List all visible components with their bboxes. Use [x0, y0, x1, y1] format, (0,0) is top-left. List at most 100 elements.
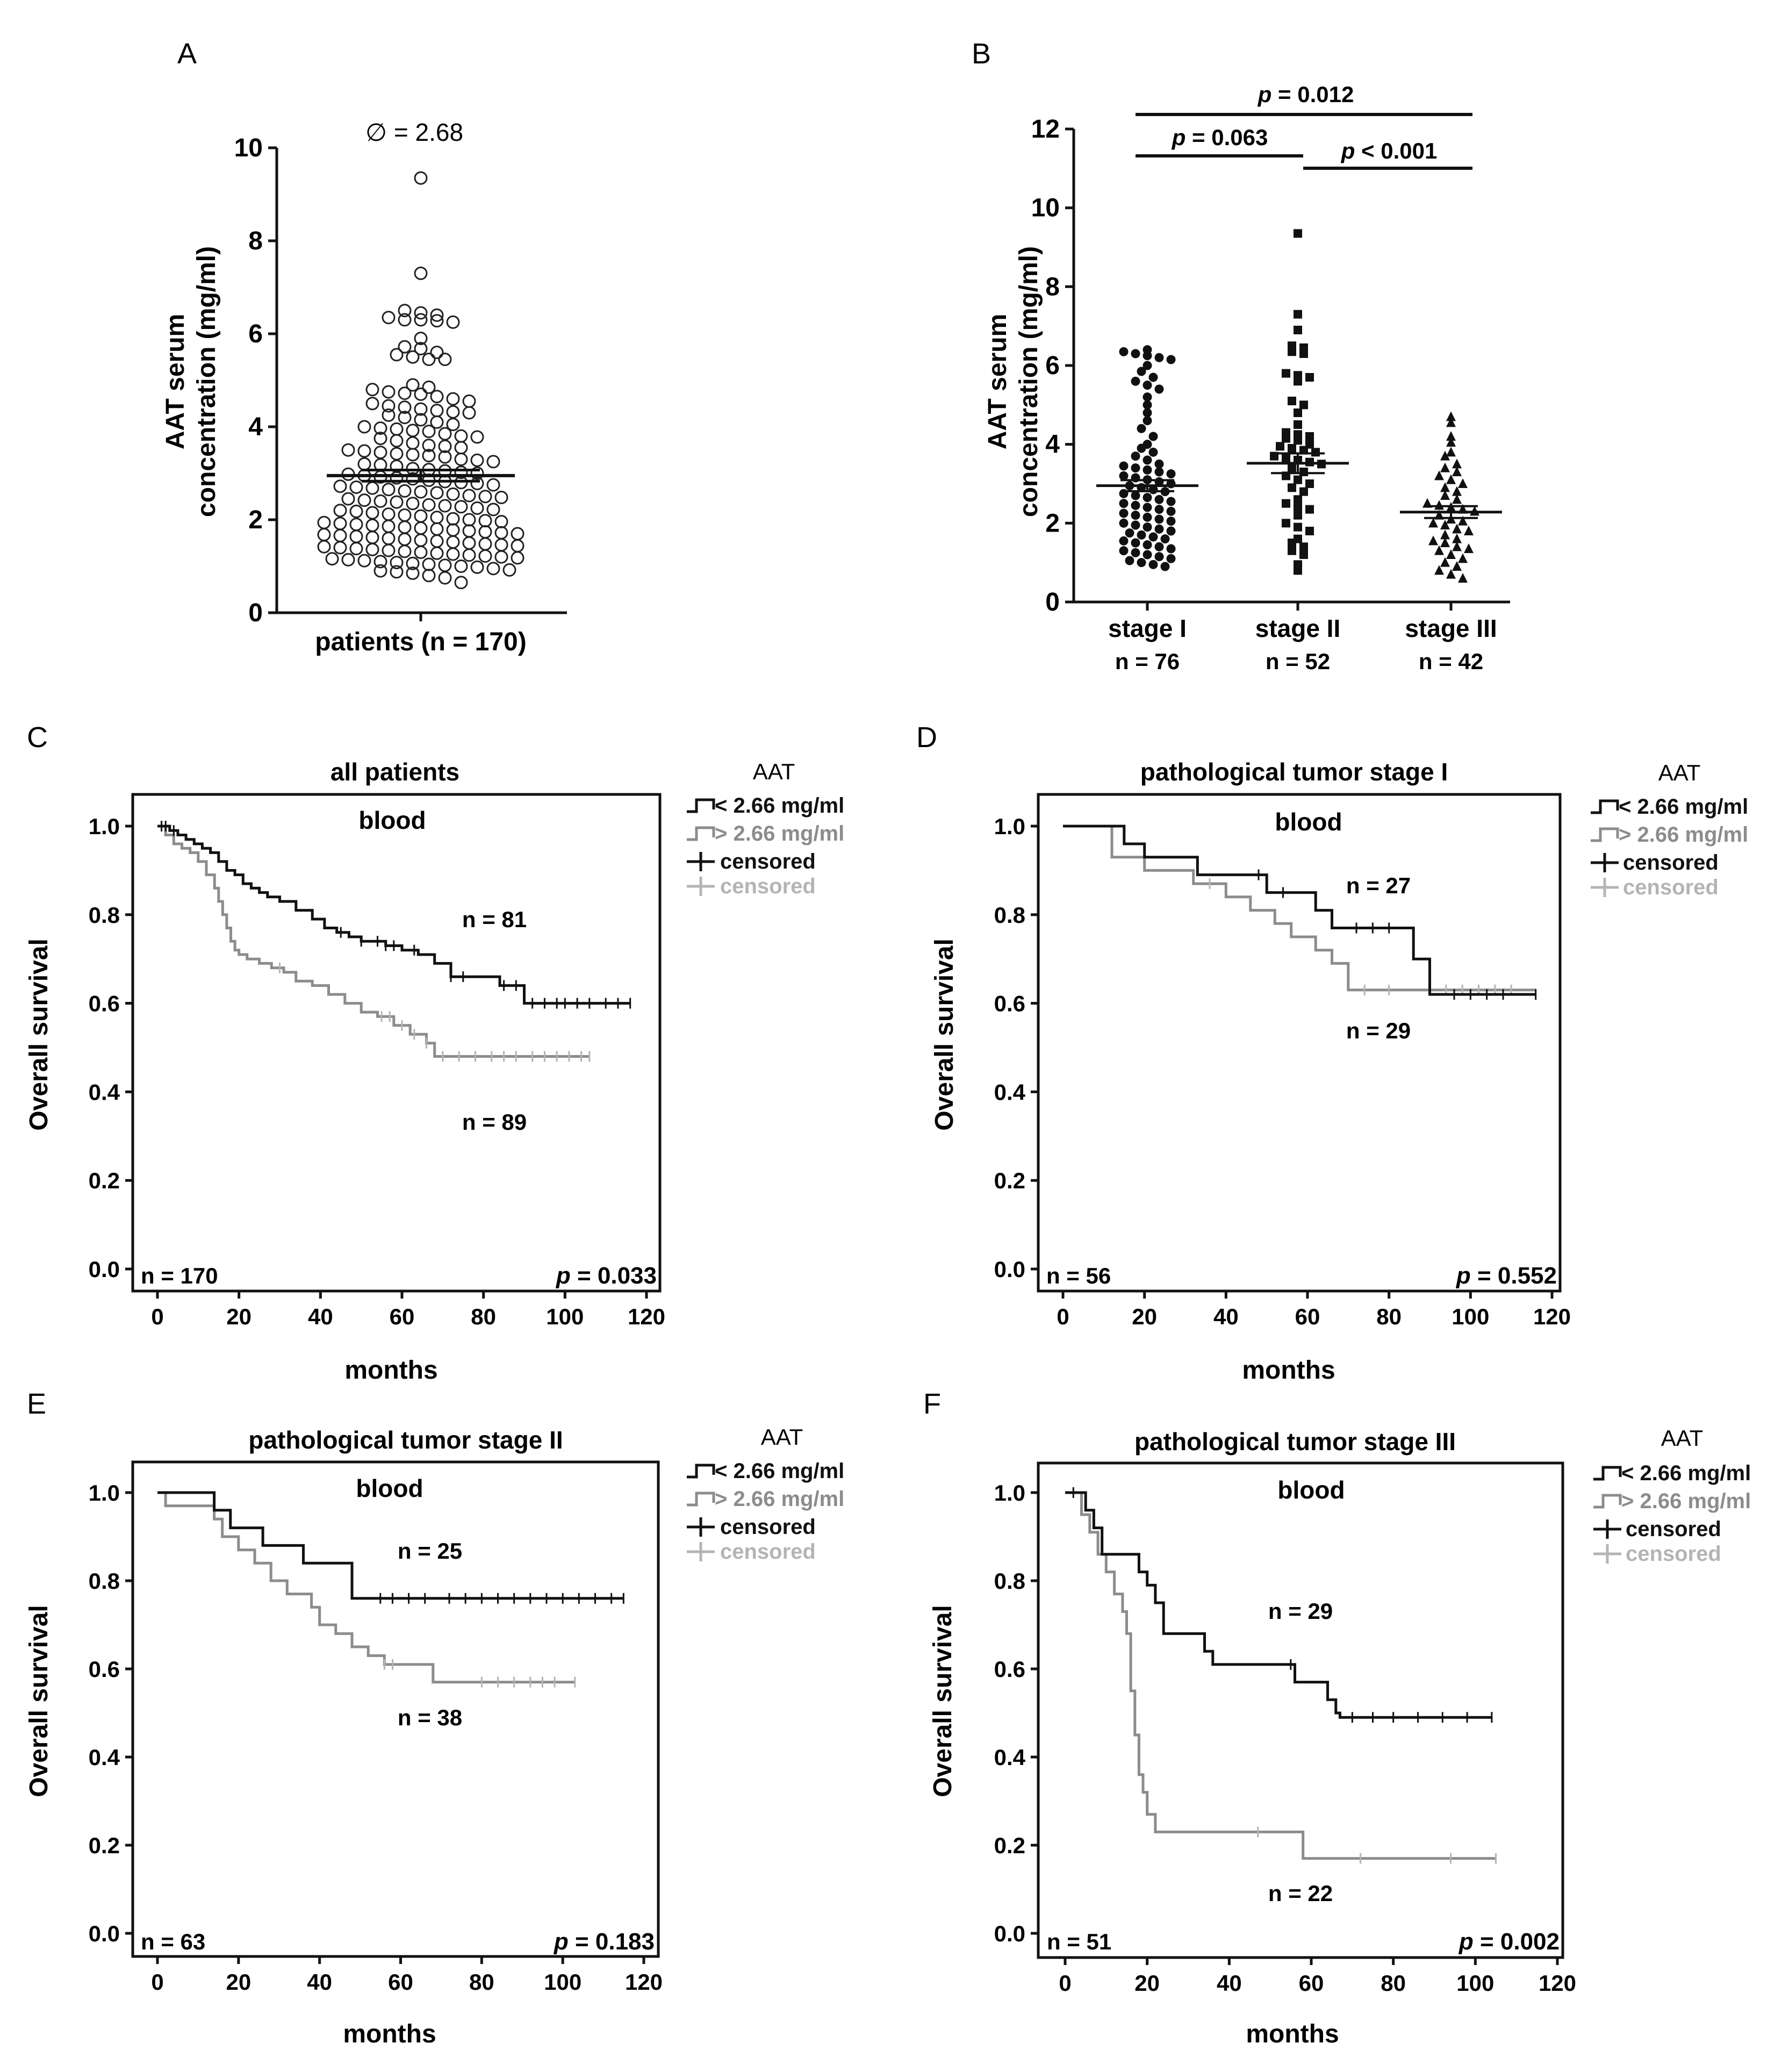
- data-point: [1294, 534, 1302, 543]
- data-point: [1119, 461, 1129, 471]
- data-point: [406, 448, 420, 462]
- data-point: [1166, 544, 1176, 554]
- legend-marker-censored-low: [687, 1517, 715, 1537]
- data-point: [1440, 462, 1450, 472]
- data-point: [454, 441, 468, 455]
- panel-letter: F: [923, 1388, 941, 1420]
- chart-title: pathological tumor stage I: [1140, 758, 1448, 786]
- data-point: [414, 342, 428, 356]
- survival-curve-low: [157, 825, 630, 1005]
- data-point: [1305, 373, 1314, 382]
- legend-label-censored-low: censored: [1626, 1517, 1721, 1541]
- data-point: [1166, 506, 1176, 516]
- y-tick-label: 10: [1031, 194, 1060, 223]
- data-point: [1305, 527, 1314, 535]
- x-tick-label: 120: [628, 1304, 665, 1329]
- x-tick-label: 60: [1295, 1304, 1320, 1329]
- x-tick-label: 100: [546, 1304, 584, 1329]
- survival-curve-high: [1065, 1491, 1496, 1860]
- x-tick-label: 120: [625, 1969, 663, 1995]
- legend-title: AAT: [753, 759, 795, 784]
- x-tick-label: 80: [1381, 1970, 1406, 1996]
- data-point: [1148, 447, 1158, 457]
- data-point: [1131, 520, 1140, 530]
- legend-label-high: > 2.66 mg/ml: [715, 822, 844, 845]
- data-point: [390, 447, 404, 461]
- legend-marker-low: [1593, 1466, 1622, 1481]
- x-tick-label: 100: [1452, 1304, 1489, 1329]
- p-value-label: p = 0.012: [1258, 82, 1354, 107]
- p-value: = 0.183: [569, 1928, 655, 1955]
- data-point: [462, 406, 476, 420]
- data-point: [1143, 416, 1152, 426]
- data-point: [1137, 367, 1146, 376]
- data-point: [494, 550, 508, 564]
- data-point: [398, 400, 412, 414]
- data-point: [1440, 557, 1450, 567]
- data-point: [1440, 537, 1450, 547]
- data-point: [1294, 371, 1302, 380]
- data-point: [486, 503, 500, 517]
- group-label-stage-iii: stage III: [1405, 614, 1497, 642]
- data-point: [470, 560, 484, 574]
- panel-b: B AAT serum concentration (mg/ml) p = 0.…: [972, 38, 1510, 674]
- data-point: [414, 485, 428, 499]
- data-point: [414, 546, 428, 560]
- y-tick-label: 0.4: [89, 1079, 120, 1105]
- x-tick-label: 0: [1059, 1970, 1071, 1996]
- data-point: [1294, 495, 1302, 504]
- data-point: [1440, 520, 1450, 529]
- x-tick-label: 40: [1217, 1970, 1242, 1996]
- legend-marker-low: [1591, 799, 1619, 814]
- panel-c: C all patients blood n = 81 n = 89 n = 1…: [25, 721, 844, 1385]
- survival-curve-low: [157, 1491, 624, 1600]
- legend-label-censored-low: censored: [1623, 851, 1719, 874]
- legend-marker-censored-high: [1591, 878, 1619, 897]
- data-point: [1154, 459, 1164, 469]
- data-point: [365, 383, 379, 397]
- data-point: [462, 489, 476, 503]
- data-point: [1428, 535, 1438, 546]
- plot-frame: [131, 793, 662, 1293]
- data-point: [1131, 548, 1140, 557]
- p-italic: p: [1456, 1263, 1471, 1289]
- legend-label-low: < 2.66 mg/ml: [715, 794, 844, 818]
- data-point: [494, 538, 508, 552]
- data-point: [390, 495, 404, 509]
- n-upper-label: n = 29: [1268, 1598, 1333, 1624]
- data-point: [382, 543, 396, 557]
- p-italic: p: [1458, 1928, 1474, 1955]
- group-n-stage-iii: n = 42: [1419, 649, 1483, 674]
- data-point: [1288, 546, 1296, 555]
- y-tick-label: 6: [248, 320, 263, 348]
- x-tick-label: 0: [1057, 1304, 1069, 1329]
- plot-frame: [1037, 1461, 1564, 1959]
- data-point: [1299, 550, 1308, 559]
- legend-label-low: < 2.66 mg/ml: [1619, 795, 1748, 819]
- data-point: [333, 541, 347, 555]
- y-tick-label: 0.2: [994, 1833, 1025, 1858]
- legend-marker-high: [1591, 827, 1619, 842]
- data-point: [1131, 491, 1140, 500]
- data-point: [349, 518, 363, 532]
- data-point: [414, 313, 428, 327]
- y-axis-title: Overall survival: [930, 938, 959, 1131]
- data-point: [373, 432, 387, 446]
- data-point: [333, 479, 347, 493]
- data-point: [1143, 522, 1152, 532]
- data-point: [1294, 430, 1302, 439]
- data-point: [1125, 556, 1134, 565]
- data-point: [1154, 353, 1164, 362]
- n-total-label: n = 170: [141, 1263, 218, 1288]
- legend-marker-low: [687, 1464, 715, 1479]
- data-point: [398, 544, 412, 558]
- y-tick-label: 0.2: [994, 1168, 1025, 1193]
- data-point: [1119, 546, 1129, 556]
- y-axis-title: Overall survival: [929, 1605, 957, 1797]
- plot-frame: [131, 1460, 660, 1958]
- data-point: [365, 542, 379, 556]
- data-point: [1434, 470, 1444, 481]
- data-point: [486, 562, 500, 576]
- data-point: [1294, 229, 1302, 238]
- data-point: [446, 523, 460, 537]
